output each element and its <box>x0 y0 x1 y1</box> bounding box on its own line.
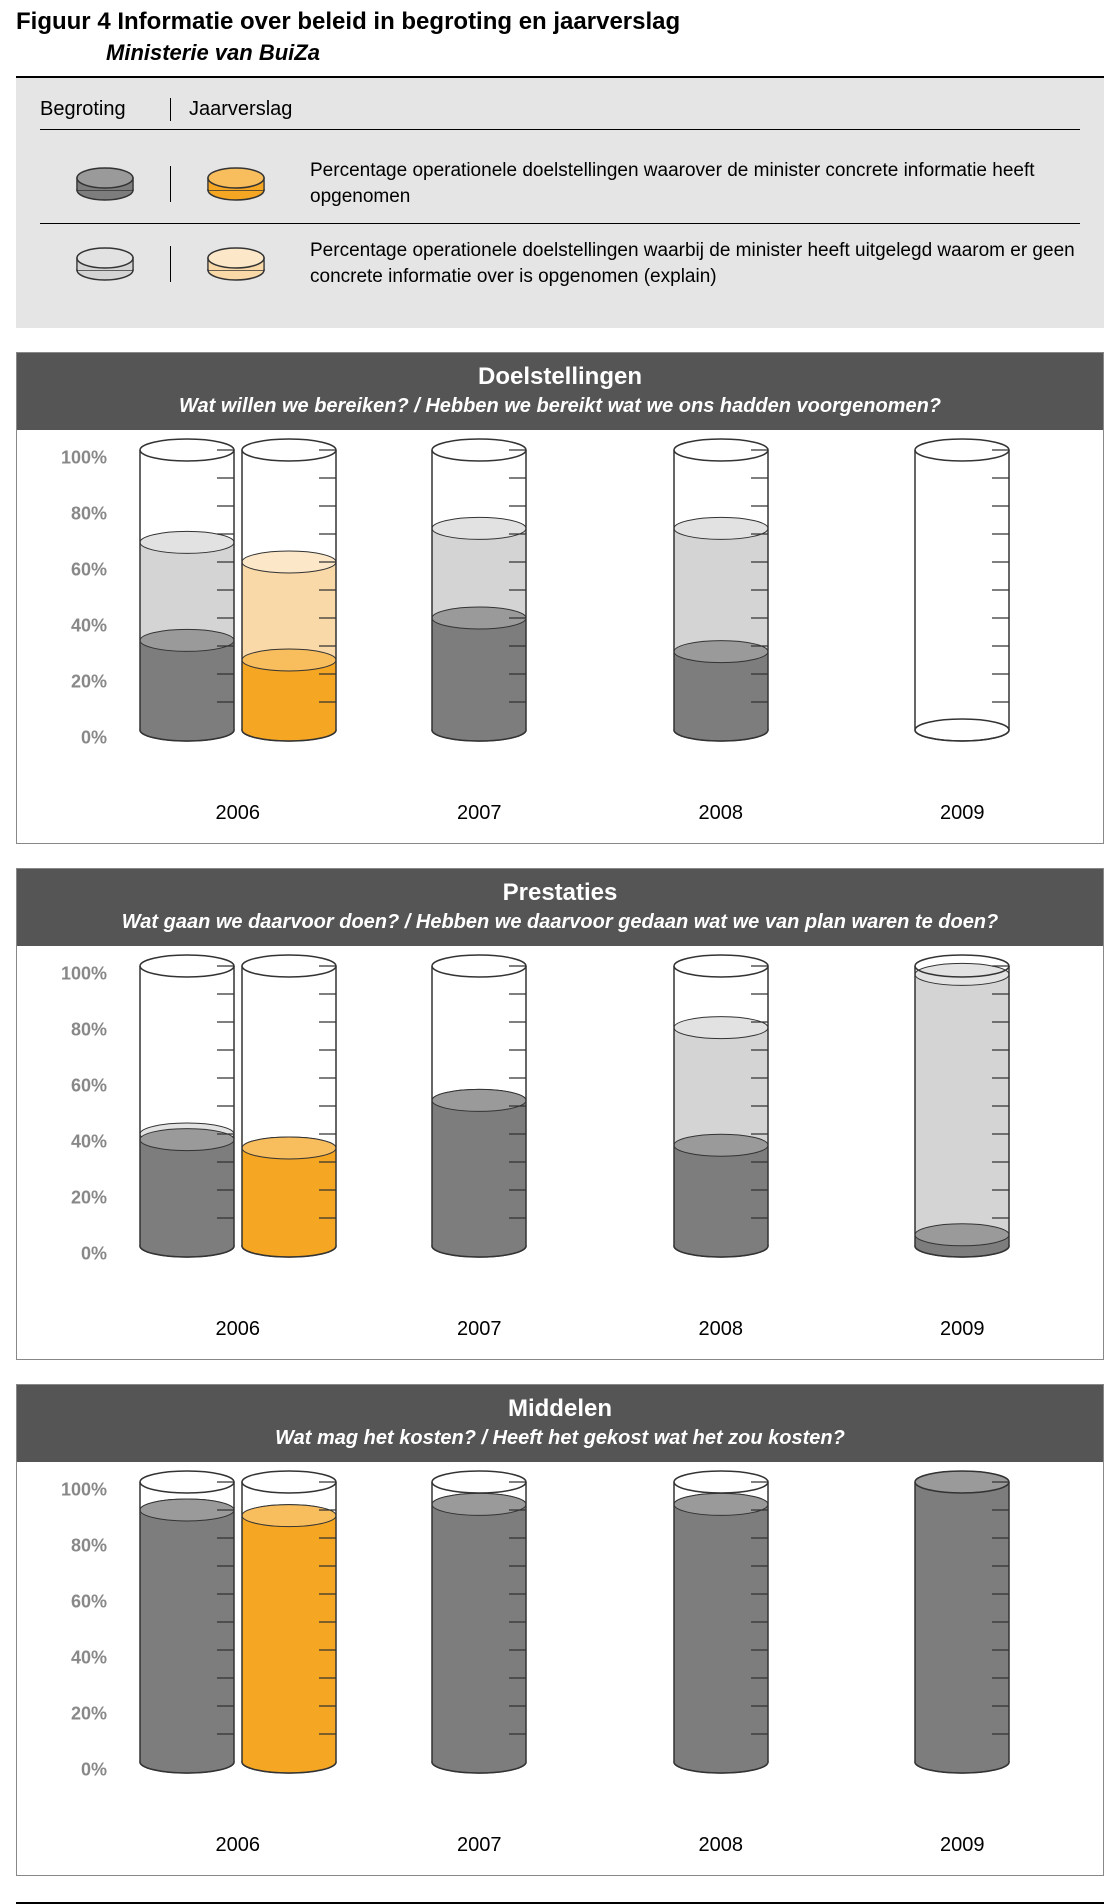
panel: Prestaties Wat gaan we daarvoor doen? / … <box>16 868 1104 1360</box>
cylinder-begroting <box>431 1469 527 1780</box>
divider-bottom <box>16 1902 1104 1904</box>
legend-icon-jaarverslag-dark <box>170 166 300 202</box>
x-label: 2008 <box>600 1304 842 1349</box>
x-label: 2006 <box>117 1304 359 1349</box>
cylinder-begroting <box>431 437 527 748</box>
y-tick: 20% <box>71 671 107 692</box>
figure-title: Figuur 4 Informatie over beleid in begro… <box>16 8 1104 36</box>
y-tick: 80% <box>71 1019 107 1040</box>
cylinder <box>139 953 235 1259</box>
legend-icon-begroting-light <box>40 246 170 282</box>
x-label: 2008 <box>600 1820 842 1865</box>
year-slot <box>600 1480 842 1780</box>
y-tick: 60% <box>71 1591 107 1612</box>
x-label: 2009 <box>842 1304 1084 1349</box>
panel-subtitle: Wat gaan we daarvoor doen? / Hebben we d… <box>33 911 1087 934</box>
y-tick: 40% <box>71 1647 107 1668</box>
y-tick: 40% <box>71 1131 107 1152</box>
y-axis: 0%20%40%60%80%100% <box>37 1490 117 1770</box>
cylinder-begroting <box>673 437 769 748</box>
cylinder <box>431 953 527 1259</box>
panel-subtitle: Wat willen we bereiken? / Hebben we bere… <box>33 395 1087 418</box>
cylinder <box>139 437 235 743</box>
cylinder-begroting <box>914 437 1010 748</box>
y-tick: 20% <box>71 1703 107 1724</box>
cylinder <box>431 1469 527 1775</box>
cylinder <box>673 1469 769 1775</box>
cylinder-begroting <box>673 1469 769 1780</box>
panel: Middelen Wat mag het kosten? / Heeft het… <box>16 1384 1104 1876</box>
cylinder <box>139 1469 235 1775</box>
x-label: 2006 <box>117 1820 359 1865</box>
cylinder-begroting <box>431 953 527 1264</box>
legend-text-1: Percentage operationele doelstellingen w… <box>300 158 1080 209</box>
x-label: 2009 <box>842 788 1084 833</box>
panel-title: Doelstellingen <box>33 363 1087 391</box>
y-axis: 0%20%40%60%80%100% <box>37 974 117 1254</box>
year-slot <box>117 1480 359 1780</box>
x-label: 2006 <box>117 788 359 833</box>
cylinder-jaarverslag <box>241 437 337 748</box>
panel-title: Middelen <box>33 1395 1087 1423</box>
year-slot <box>842 1480 1084 1780</box>
year-slot <box>600 448 842 748</box>
y-tick: 80% <box>71 503 107 524</box>
legend-icon-jaarverslag-light <box>170 246 300 282</box>
y-tick: 0% <box>81 727 107 748</box>
cylinder-jaarverslag <box>241 1469 337 1780</box>
cylinder <box>914 437 1010 743</box>
cylinder-begroting <box>139 953 235 1264</box>
cylinder-begroting <box>139 1469 235 1780</box>
y-tick: 60% <box>71 559 107 580</box>
legend-icon-begroting-dark <box>40 166 170 202</box>
year-slot <box>117 448 359 748</box>
y-axis: 0%20%40%60%80%100% <box>37 458 117 738</box>
cylinder <box>241 437 337 743</box>
cylinder <box>673 437 769 743</box>
y-tick: 100% <box>61 447 107 468</box>
y-tick: 0% <box>81 1243 107 1264</box>
cylinder-begroting <box>914 953 1010 1264</box>
panel: Doelstellingen Wat willen we bereiken? /… <box>16 352 1104 844</box>
year-slot <box>359 448 601 748</box>
x-label: 2007 <box>359 788 601 833</box>
cylinder <box>241 1469 337 1775</box>
cylinder <box>431 437 527 743</box>
y-tick: 0% <box>81 1759 107 1780</box>
legend-header-jaarverslag: Jaarverslag <box>170 98 300 121</box>
cylinder-begroting <box>914 1469 1010 1780</box>
year-slot <box>600 964 842 1264</box>
panel-title: Prestaties <box>33 879 1087 907</box>
y-tick: 100% <box>61 963 107 984</box>
panel-subtitle: Wat mag het kosten? / Heeft het gekost w… <box>33 1427 1087 1450</box>
y-tick: 60% <box>71 1075 107 1096</box>
year-slot <box>359 1480 601 1780</box>
x-label: 2007 <box>359 1820 601 1865</box>
y-tick: 20% <box>71 1187 107 1208</box>
legend-header-begroting: Begroting <box>40 98 170 121</box>
y-tick: 100% <box>61 1479 107 1500</box>
year-slot <box>842 964 1084 1264</box>
x-label: 2007 <box>359 1304 601 1349</box>
cylinder-begroting <box>673 953 769 1264</box>
y-tick: 40% <box>71 615 107 636</box>
legend: Begroting Jaarverslag Percentage operati… <box>16 78 1104 328</box>
legend-text-2: Percentage operationele doelstellingen w… <box>300 238 1080 289</box>
x-label: 2008 <box>600 788 842 833</box>
year-slot <box>842 448 1084 748</box>
cylinder-jaarverslag <box>241 953 337 1264</box>
figure-subtitle: Ministerie van BuiZa <box>106 40 1104 66</box>
cylinder <box>914 1469 1010 1775</box>
cylinder <box>914 953 1010 1259</box>
year-slot <box>359 964 601 1264</box>
year-slot <box>117 964 359 1264</box>
cylinder-begroting <box>139 437 235 748</box>
cylinder <box>673 953 769 1259</box>
cylinder <box>241 953 337 1259</box>
x-label: 2009 <box>842 1820 1084 1865</box>
y-tick: 80% <box>71 1535 107 1556</box>
